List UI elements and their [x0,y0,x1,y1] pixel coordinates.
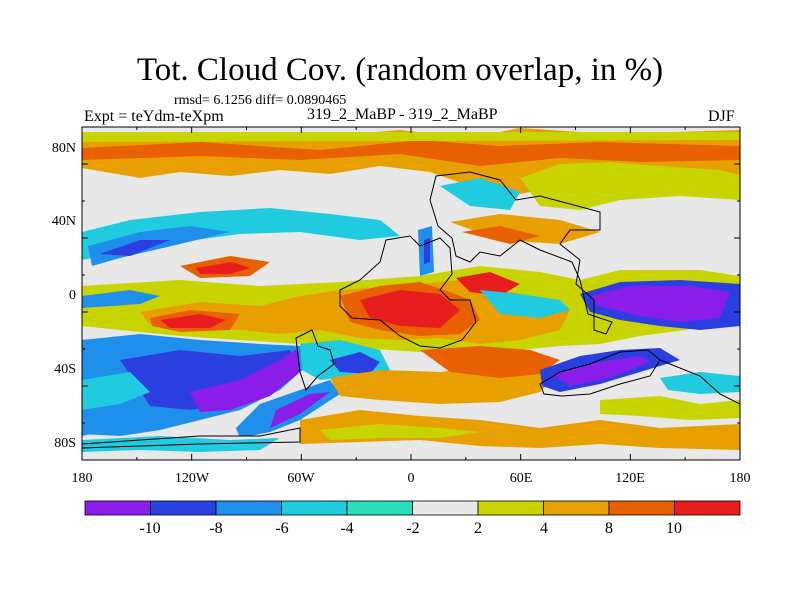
axis-ticks [81,126,741,461]
eurasia-outline [429,171,613,335]
colorbar-box-9 [674,500,741,516]
y-tick-0: 0 [69,288,76,303]
coastlines [82,171,740,449]
colorbar [84,500,741,516]
y-tick-40n: 40N [52,214,76,229]
experiment-label: Expt = teYdm-teXpm [84,108,224,125]
pacific-coast-outline [659,359,740,405]
x-tick-180e: 180 [730,471,751,486]
australia-outline [539,349,661,397]
atl-negative [440,178,520,210]
season-label: DJF [708,108,735,125]
colorbar-box-5 [412,500,479,516]
se-pacific-cyan [660,372,740,394]
south-pacific-purple [190,348,300,412]
north-yellow-band [82,132,740,142]
africa-outline [339,235,477,349]
south-america-outline [295,329,335,391]
y-tick-80s: 80S [54,436,76,451]
x-tick-120e: 120E [615,471,645,486]
x-tick-60w: 60W [287,471,315,486]
sw-pacific-negative [82,372,150,410]
pacific-south-red [160,314,226,328]
colorbar-box-0 [84,500,151,516]
nh-negative-3 [100,240,170,256]
x-tick-0: 0 [408,471,415,486]
antarctica-outline [82,427,301,449]
arabia-red [456,272,520,296]
colorbar-label-8: 8 [605,520,613,537]
indian-ocean-negative [480,290,570,318]
page-title: Tot. Cloud Cov. (random overlap, in %) [136,52,664,88]
stats-line: rmsd= 6.1256 diff= 0.0890465 [174,93,347,108]
east-pacific-purple [590,286,730,322]
colorbar-box-7 [543,500,610,516]
southern-ocean-purple [270,392,330,428]
colorbar-label-2: 2 [474,520,482,537]
colorbar-label-m6: -6 [275,520,288,537]
pacific-positive-core [196,262,250,274]
y-tick-40s: 40S [54,362,76,377]
antarctic-negative [82,436,280,452]
se-pacific-yellow [600,396,740,420]
europe-negative-core [424,238,430,264]
asia-positive [520,162,740,210]
indian-ocean-positive [420,346,560,378]
west-pacific-negative [82,290,160,308]
north-strong-band [82,140,740,166]
australia-purple [552,356,650,386]
sw-pacific-blue [82,406,130,436]
colorbar-label-m8: -8 [209,520,222,537]
antarctic-yellow [320,424,480,440]
colorbar-label-m4: -4 [340,520,353,537]
colorbar-box-3 [281,500,348,516]
south-atlantic-blue [330,352,380,374]
colorbar-label-10: 10 [666,520,682,537]
x-tick-180w: 180 [72,471,93,486]
cases-label: 319_2_MaBP - 319_2_MaBP [307,106,498,123]
antarctic-positive [300,410,740,450]
nh-negative-2 [88,226,230,266]
colorbar-box-6 [477,500,544,516]
x-tick-120w: 120W [175,471,210,486]
colorbar-label-4: 4 [540,520,548,537]
x-tick-60e: 60E [510,471,533,486]
colorbar-label-m10: -10 [139,520,160,537]
nh-negative-1 [82,208,400,260]
asia-orange [450,214,600,244]
asia-orange-core [462,226,540,244]
map-field [82,127,740,460]
y-tick-80n: 80N [52,141,76,156]
colorbar-label-m2: -2 [406,520,419,537]
colorbar-box-2 [215,500,282,516]
colorbar-box-1 [150,500,217,516]
colorbar-box-8 [608,500,675,516]
colorbar-box-4 [346,500,413,516]
atlantic-africa-red [360,290,460,328]
